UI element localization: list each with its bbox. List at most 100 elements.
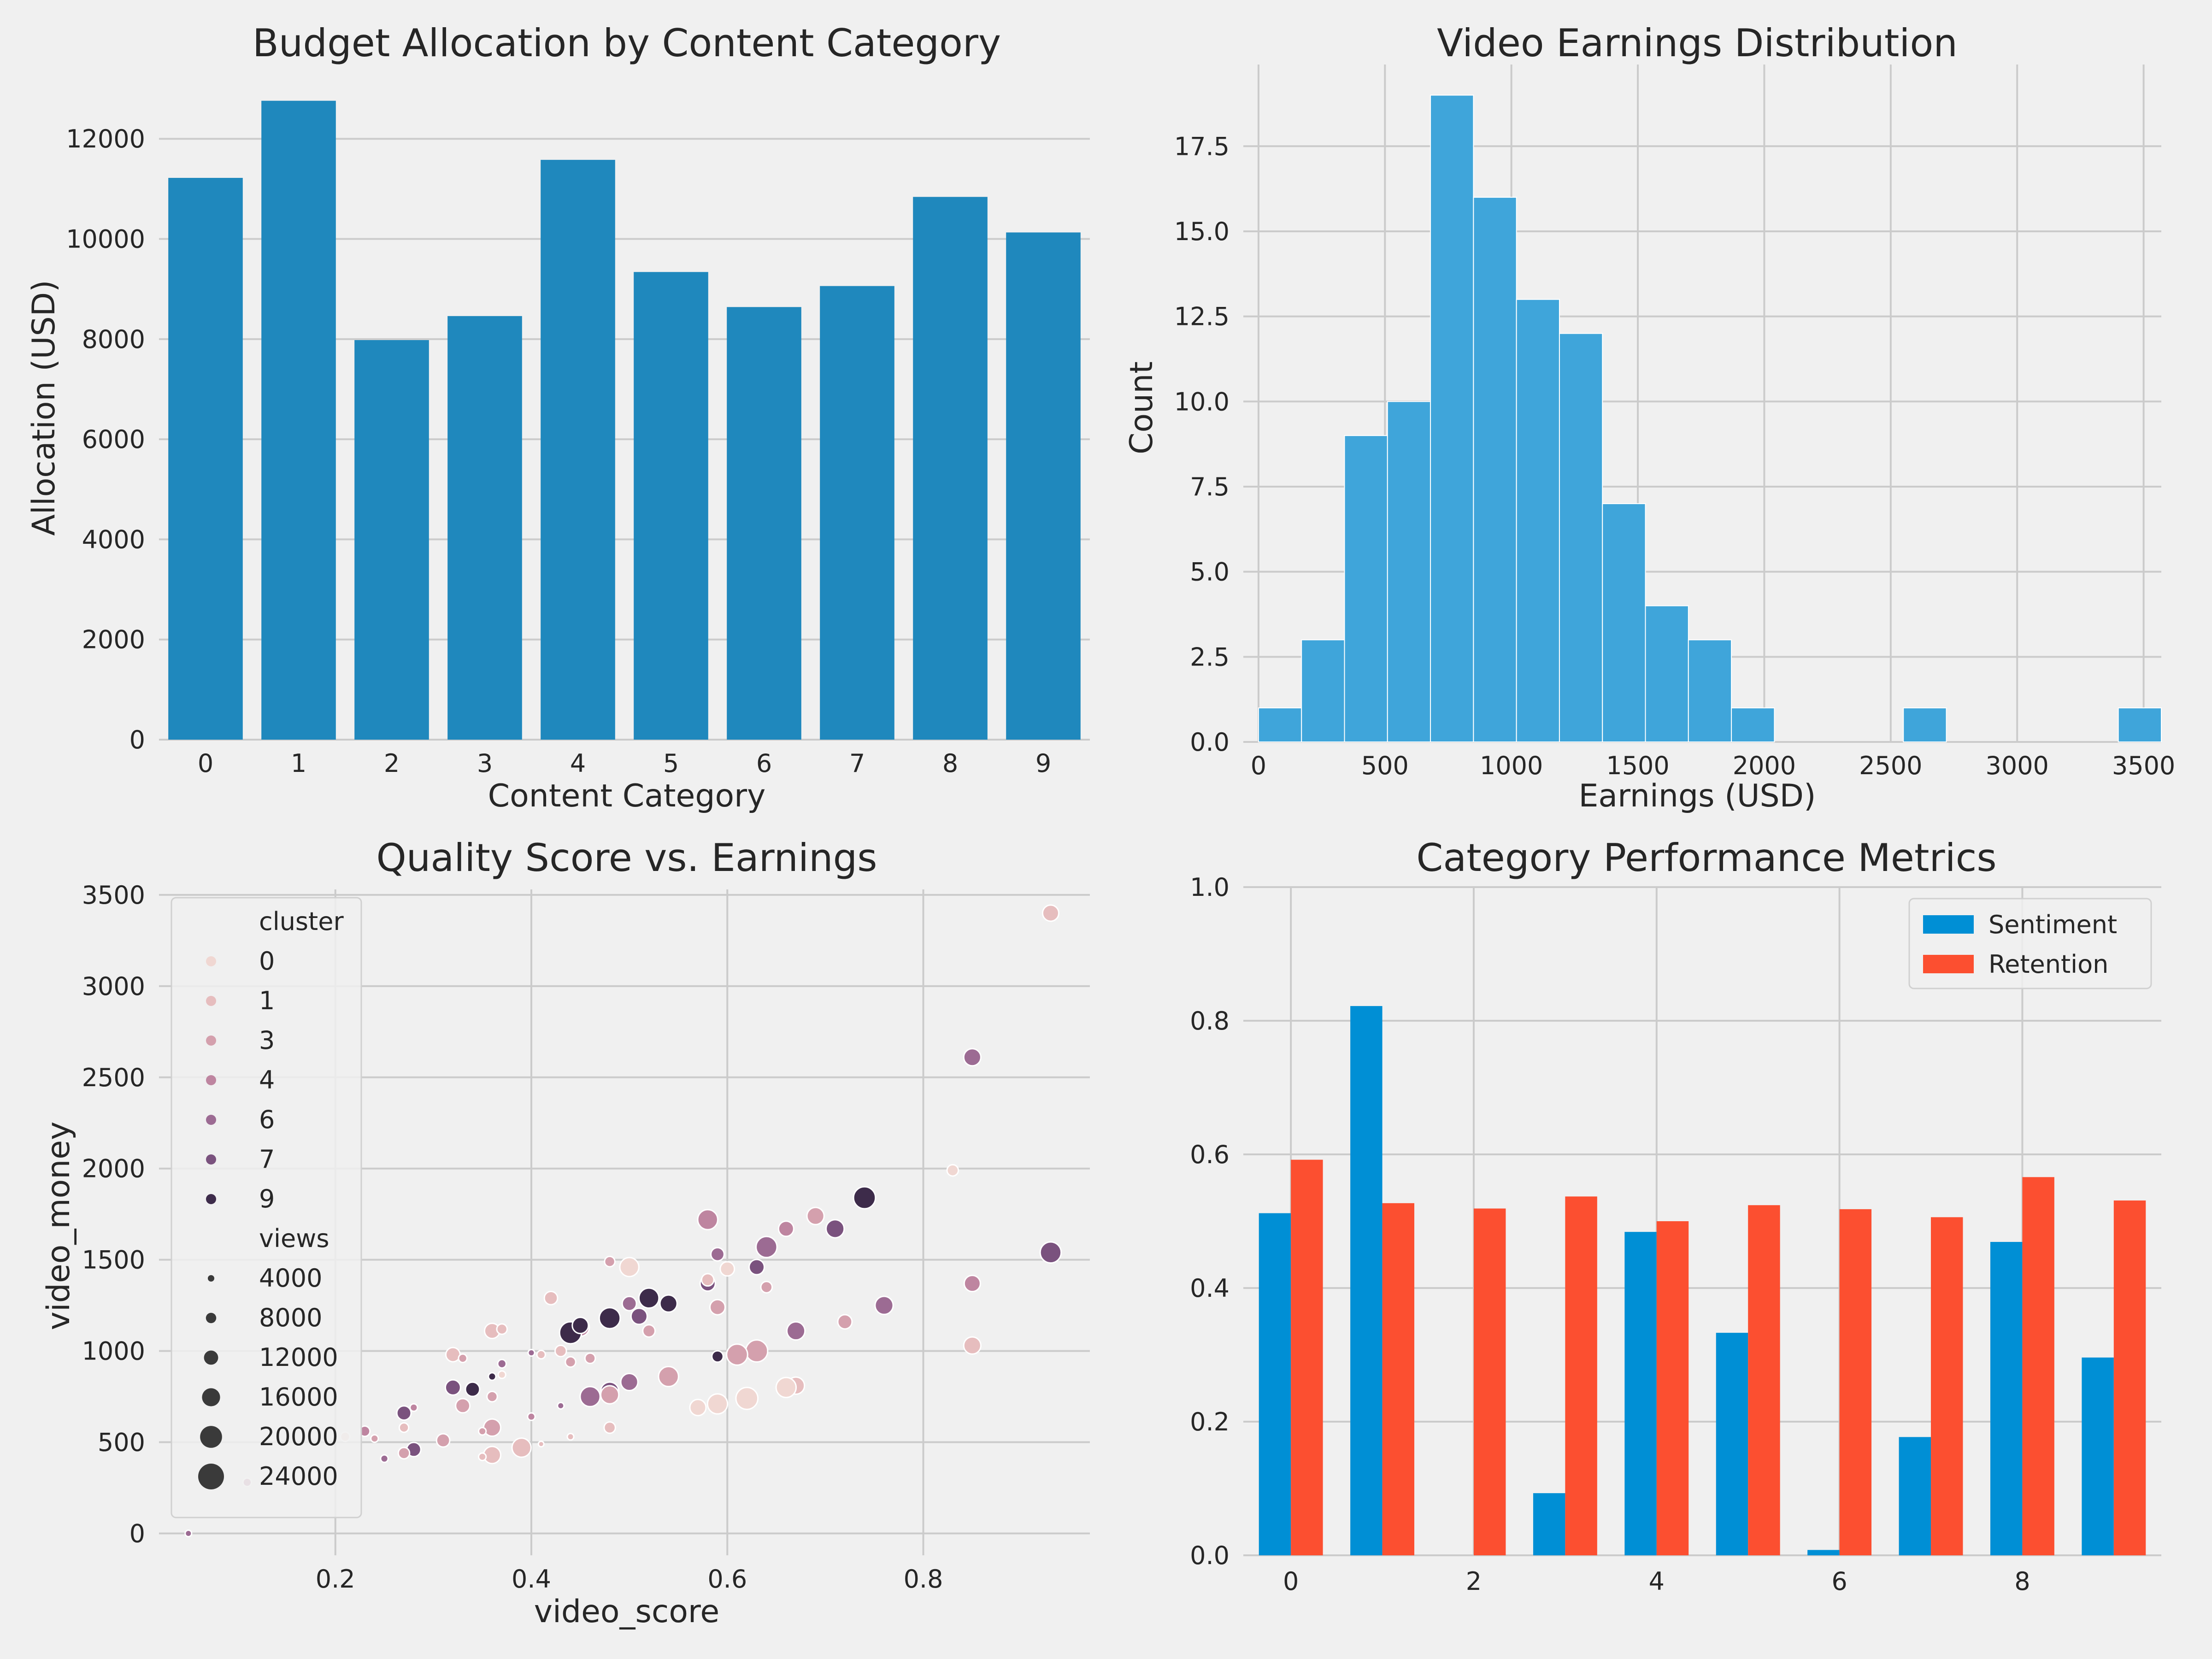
- x-tick-label: 1500: [1606, 751, 1669, 780]
- scatter-point: [874, 1295, 894, 1315]
- scatter-point: [630, 1307, 648, 1325]
- x-tick-label: 6: [1831, 1567, 1847, 1596]
- chart-title: Category Performance Metrics: [1416, 835, 1996, 880]
- legend-marker: [204, 1350, 218, 1365]
- y-tick-label: 6000: [82, 425, 145, 454]
- scatter-point: [536, 1349, 546, 1360]
- bar-sentiment: [1350, 1006, 1382, 1555]
- x-tick-label: 3000: [1985, 751, 2048, 780]
- category-performance-chart: 0 2 4 6 8 0.0 0.2 0.4 0.6 0.8 1.0 Sentiment Retentio…: [1190, 835, 2161, 1596]
- legend-label: 16000: [259, 1382, 338, 1412]
- x-tick-label: 4: [1649, 1567, 1665, 1596]
- scatter-point: [527, 1349, 535, 1357]
- scatter-point: [709, 1299, 726, 1316]
- scatter-point: [397, 1447, 411, 1460]
- chart-title: Quality Score vs. Earnings: [376, 835, 877, 880]
- x-axis-label: Earnings (USD): [1578, 778, 1816, 814]
- histogram-bin: [1387, 401, 1431, 742]
- scatter-point: [786, 1321, 806, 1341]
- legend-swatch: [1923, 915, 1974, 934]
- legend-label: 7: [259, 1145, 275, 1174]
- x-tick-label: 2: [384, 749, 400, 778]
- scatter-point: [488, 1372, 497, 1381]
- scatter-point: [482, 1418, 502, 1437]
- chart-title: Video Earnings Distribution: [1437, 21, 1958, 65]
- scatter-point: [455, 1398, 471, 1414]
- legend-title: cluster: [259, 907, 344, 936]
- scatter-point: [1041, 904, 1059, 922]
- y-tick-label: 12000: [66, 124, 145, 153]
- scatter-point: [760, 1281, 773, 1294]
- scatter-point: [396, 1405, 412, 1421]
- scatter-point: [478, 1452, 487, 1461]
- y-tick-label: 8000: [82, 325, 145, 354]
- legend-label: 0: [259, 947, 275, 976]
- x-tick-label: 0: [1283, 1567, 1299, 1596]
- legend-marker: [206, 1035, 216, 1046]
- chart-title: Budget Allocation by Content Category: [253, 21, 1001, 65]
- scatter-point: [700, 1273, 715, 1287]
- bar-retention: [1839, 1209, 1872, 1555]
- x-tick-label: 0.4: [512, 1565, 551, 1594]
- histogram-bin: [2118, 707, 2162, 742]
- scatter-point: [689, 1399, 707, 1417]
- scatter-point: [777, 1220, 794, 1237]
- scatter-point: [496, 1323, 508, 1335]
- bar: [727, 307, 801, 740]
- scatter-point: [511, 1437, 532, 1458]
- legend-marker: [206, 1115, 216, 1125]
- histogram-bin: [1430, 94, 1474, 742]
- y-tick-label: 0: [129, 725, 145, 754]
- x-axis-label: Content Category: [488, 778, 766, 814]
- bar: [1006, 232, 1081, 740]
- scatter-point: [497, 1359, 507, 1369]
- bar-retention: [1473, 1208, 1506, 1555]
- legend-label: 24000: [259, 1462, 338, 1491]
- scatter-point: [1039, 1241, 1062, 1264]
- scatter-point: [963, 1275, 981, 1293]
- histogram-bin: [1645, 605, 1689, 742]
- scatter-point: [755, 1235, 778, 1259]
- legend-label: 3: [259, 1026, 275, 1055]
- legend-marker: [206, 1194, 216, 1204]
- legend-marker: [206, 996, 216, 1006]
- histogram-bin: [1903, 707, 1947, 742]
- scatter-point: [398, 1422, 410, 1433]
- histogram-bin: [1731, 707, 1775, 742]
- y-tick-label: 0.4: [1190, 1274, 1230, 1303]
- scatter-point: [537, 1441, 545, 1448]
- scatter-point: [963, 1336, 982, 1355]
- histogram-bin: [1473, 197, 1517, 742]
- legend-label: 4000: [259, 1264, 322, 1293]
- x-tick-label: 0: [198, 749, 213, 778]
- y-tick-label: 2.5: [1190, 642, 1230, 671]
- y-tick-label: 0.6: [1190, 1140, 1230, 1169]
- y-tick-label: 3000: [82, 972, 145, 1001]
- legend-label: 12000: [259, 1343, 338, 1372]
- budget-allocation-chart: 0 2000 4000 6000 8000 10000 12000 0 1 2 3 4 5 6 7 8 9 Bu…: [26, 21, 1090, 814]
- y-tick-label: 17.5: [1174, 132, 1230, 161]
- scatter-point: [620, 1372, 639, 1391]
- scatter-point: [853, 1186, 877, 1210]
- x-tick-label: 4: [570, 749, 586, 778]
- scatter-point: [409, 1403, 418, 1412]
- scatter-point: [604, 1255, 616, 1268]
- legend-marker: [206, 1154, 216, 1165]
- x-axis-label: video_score: [534, 1594, 719, 1630]
- legend-title: views: [259, 1224, 329, 1253]
- y-tick-label: 0.0: [1190, 728, 1230, 757]
- bar-retention: [1656, 1221, 1689, 1555]
- scatter-point: [963, 1048, 982, 1067]
- y-tick-label: 2500: [82, 1063, 145, 1092]
- y-tick-label: 0.8: [1190, 1006, 1230, 1035]
- x-tick-label: 7: [849, 749, 865, 778]
- scatter-point: [465, 1381, 481, 1397]
- scatter-point: [748, 1259, 765, 1276]
- scatter-point: [659, 1294, 678, 1313]
- bar: [820, 286, 894, 740]
- y-axis-label: Allocation (USD): [26, 280, 62, 535]
- bar-sentiment: [1716, 1333, 1748, 1555]
- scatter-point: [775, 1377, 797, 1398]
- scatter-point: [806, 1206, 825, 1225]
